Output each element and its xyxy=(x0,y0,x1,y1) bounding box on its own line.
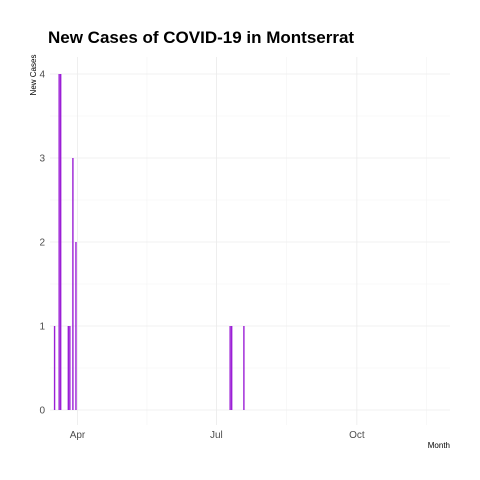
y-tick-label: 4 xyxy=(39,70,45,81)
x-tick-label: Jul xyxy=(210,430,223,441)
bar xyxy=(58,74,60,410)
x-axis-ticks: Apr Jul Oct xyxy=(70,430,365,441)
chart-title: New Cases of COVID-19 in Montserrat xyxy=(48,28,354,47)
bar xyxy=(75,242,77,410)
grid xyxy=(50,57,450,425)
bar xyxy=(230,326,233,410)
y-axis-ticks: 0 1 2 3 4 xyxy=(39,70,45,417)
x-axis-title: Month xyxy=(428,441,450,450)
bar xyxy=(59,74,62,410)
y-tick-label: 0 xyxy=(39,406,45,417)
y-tick-label: 2 xyxy=(39,238,45,249)
bar xyxy=(72,158,74,410)
x-tick-label: Apr xyxy=(70,430,86,441)
x-tick-label: Oct xyxy=(349,430,365,441)
bar xyxy=(69,326,71,410)
y-tick-label: 3 xyxy=(39,154,45,165)
bars xyxy=(53,74,245,410)
y-axis-title: New Cases xyxy=(29,55,38,96)
y-tick-label: 1 xyxy=(39,322,45,333)
bar xyxy=(67,326,70,410)
bar xyxy=(229,326,231,410)
bar xyxy=(243,326,245,410)
bar xyxy=(53,326,56,410)
